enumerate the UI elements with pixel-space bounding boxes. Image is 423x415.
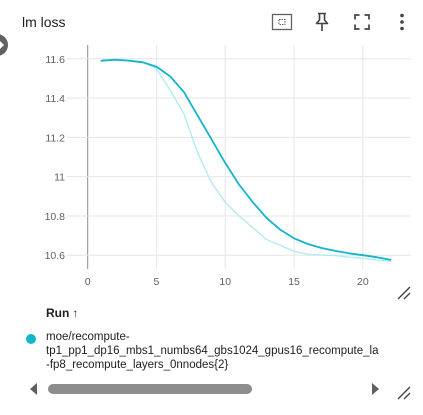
fullscreen-button[interactable] bbox=[351, 11, 373, 33]
legend-run-row: moe/recompute- tp1_pp1_dp16_mbs1_numbs64… bbox=[26, 330, 411, 376]
chevron-right-icon bbox=[0, 41, 4, 49]
plot-area bbox=[67, 45, 411, 269]
fit-to-data-button[interactable] bbox=[271, 11, 293, 33]
card-title: lm loss bbox=[22, 14, 66, 30]
sort-arrow-icon: ↑ bbox=[72, 306, 79, 320]
scrollbar-thumb[interactable] bbox=[48, 384, 252, 394]
y-tick-label: 11.4 bbox=[45, 93, 65, 105]
scroll-left-icon[interactable] bbox=[30, 383, 37, 395]
resize-legend-icon[interactable] bbox=[396, 385, 412, 401]
y-tick-label: 10.6 bbox=[45, 250, 66, 262]
run-color-dot bbox=[26, 334, 36, 344]
more-vert-icon bbox=[400, 13, 404, 31]
y-tick-label: 11.6 bbox=[45, 54, 65, 66]
pin-button[interactable] bbox=[311, 11, 333, 33]
smoothed-series-line bbox=[100, 58, 392, 261]
run-column-header[interactable]: Run ↑ bbox=[46, 306, 78, 320]
card-header: lm loss bbox=[0, 0, 423, 44]
x-tick-label: 5 bbox=[154, 276, 160, 288]
scroll-right-icon[interactable] bbox=[372, 383, 379, 395]
expand-chart-icon[interactable] bbox=[396, 285, 412, 301]
expand-sidebar-tab[interactable] bbox=[0, 34, 8, 56]
x-tick-label: 20 bbox=[357, 276, 369, 288]
x-tick-label: 0 bbox=[85, 276, 91, 288]
run-name-line: moe/recompute- bbox=[46, 331, 130, 343]
y-tick-label: 10.8 bbox=[45, 211, 66, 223]
run-name: moe/recompute- tp1_pp1_dp16_mbs1_numbs64… bbox=[46, 330, 411, 372]
x-tick-label: 15 bbox=[288, 276, 300, 288]
run-name-line: tp1_pp1_dp16_mbs1_numbs64_gbs1024_gpus16… bbox=[46, 345, 379, 357]
y-tick-label: 11.2 bbox=[45, 132, 65, 144]
pin-icon bbox=[315, 12, 329, 31]
y-tick-label: 11 bbox=[54, 172, 65, 184]
fullscreen-icon bbox=[354, 14, 370, 30]
x-tick-label: 10 bbox=[219, 276, 231, 288]
fit-to-data-icon bbox=[271, 13, 293, 31]
run-name-line: -fp8_recompute_layers_0nnodes{2} bbox=[46, 359, 229, 371]
legend-horizontal-scrollbar[interactable] bbox=[26, 378, 386, 400]
lm-loss-chart[interactable]: 0 5 10 15 20 10.6 10.8 11 11.2 11.4 11.6 bbox=[0, 44, 423, 294]
run-header-label: Run bbox=[46, 306, 70, 320]
more-options-button[interactable] bbox=[391, 11, 413, 33]
